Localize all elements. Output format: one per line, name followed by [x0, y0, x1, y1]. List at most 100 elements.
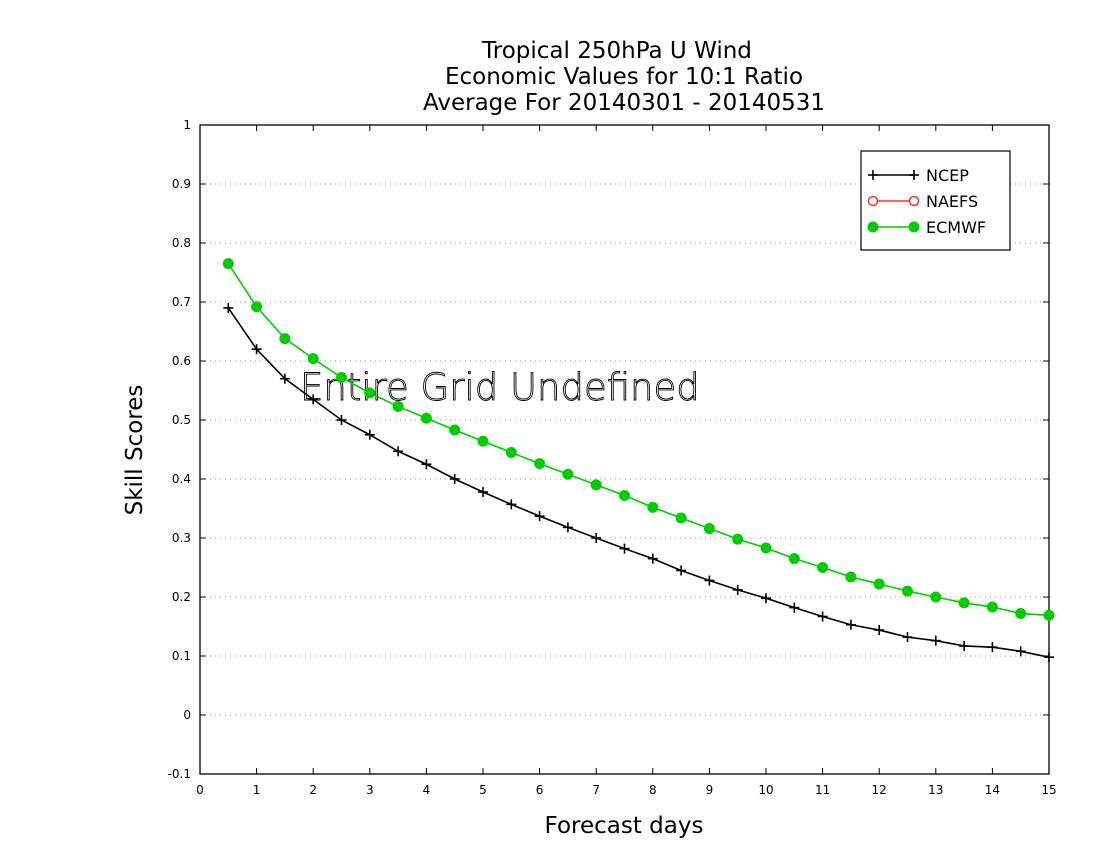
data-point-ecmwf-14	[619, 490, 630, 502]
legend-item-ncep: NCEP	[868, 166, 969, 185]
series-ncep	[223, 302, 1054, 663]
x-tick-label-3: 3	[366, 783, 374, 797]
data-point-ecmwf-16	[675, 512, 687, 524]
data-point-ecmwf-2	[279, 333, 291, 345]
data-point-ncep-6	[393, 446, 404, 457]
data-point-ecmwf-20	[788, 553, 800, 565]
data-point-ecmwf-28	[1015, 608, 1027, 620]
data-point-ecmwf-9	[477, 435, 489, 447]
x-axis-ticks: 0 1 2 3 4 5 6 7 8 9 10 11 12 13 14 15	[196, 125, 1057, 797]
data-point-ecmwf-22	[845, 571, 857, 583]
legend-marker-left-naefs	[867, 195, 879, 207]
y-tick-label-3: 0.2	[172, 590, 191, 604]
data-point-ecmwf-5	[364, 387, 376, 399]
y-tick-label-11: 1	[183, 118, 191, 132]
y-tick-label-7: 0.6	[172, 354, 191, 368]
data-point-ecmwf-4	[336, 372, 347, 384]
x-tick-label-9: 9	[706, 783, 714, 797]
data-point-ecmwf-23	[873, 578, 885, 590]
data-point-ncep-1	[251, 344, 262, 355]
data-point-ncep-7	[421, 459, 432, 470]
x-tick-label-7: 7	[592, 783, 600, 797]
legend-marker-right-naefs	[908, 195, 920, 207]
x-tick-label-10: 10	[758, 783, 773, 797]
chart-title-line-1: Tropical 250hPa U Wind	[481, 38, 752, 64]
plot-frame	[199, 124, 1050, 775]
data-point-ecmwf-0	[222, 258, 234, 270]
legend-item-ecmwf: ECMWF	[867, 218, 986, 237]
x-tick-label-1: 1	[253, 783, 261, 797]
legend-marker-right-ecmwf	[908, 221, 920, 233]
data-point-ncep-15	[647, 553, 658, 564]
chart-title: Tropical 250hPa U Wind Economic Values f…	[423, 38, 825, 116]
y-tick-label-2: 0.1	[172, 649, 191, 663]
data-point-ncep-10	[506, 499, 517, 510]
data-series	[222, 258, 1055, 663]
data-point-ncep-5	[364, 429, 375, 440]
legend-label-ncep: NCEP	[926, 166, 969, 185]
y-tick-label-6: 0.5	[172, 413, 191, 427]
legend-marker-left-ncep	[868, 170, 878, 180]
legend-marker-left-ecmwf	[867, 221, 879, 233]
chart-title-line-3: Average For 20140301 - 20140531	[423, 90, 825, 116]
x-tick-label-15: 15	[1041, 783, 1056, 797]
data-point-ncep-3	[308, 394, 319, 405]
gridlines	[200, 183, 1049, 716]
data-point-ncep-25	[930, 635, 941, 646]
data-point-ecmwf-25	[930, 591, 942, 603]
data-point-ecmwf-17	[703, 523, 715, 535]
data-point-ecmwf-27	[986, 601, 998, 613]
legend: NCEP NAEFS ECMWF	[860, 150, 1011, 251]
data-point-ecmwf-24	[902, 585, 913, 597]
legend-label-naefs: NAEFS	[926, 192, 978, 211]
data-point-ecmwf-12	[562, 468, 574, 480]
data-point-ncep-28	[1015, 646, 1026, 657]
data-point-ncep-12	[562, 522, 573, 533]
x-tick-label-8: 8	[649, 783, 657, 797]
data-point-ecmwf-6	[392, 400, 404, 412]
data-point-ecmwf-18	[732, 533, 744, 545]
data-point-ecmwf-29	[1043, 609, 1055, 621]
x-tick-label-5: 5	[479, 783, 487, 797]
series-line-ecmwf	[227, 263, 1050, 617]
data-point-ecmwf-11	[534, 458, 546, 470]
legend-label-ecmwf: ECMWF	[926, 218, 986, 237]
data-point-ecmwf-19	[760, 542, 772, 554]
data-point-ncep-24	[902, 632, 913, 643]
annotation-text: Entire Grid Undefined	[300, 366, 700, 409]
data-point-ncep-0	[223, 302, 234, 313]
legend-item-naefs: NAEFS	[867, 192, 978, 211]
legend-marker-right-ncep	[909, 170, 919, 180]
x-tick-label-0: 0	[196, 783, 204, 797]
data-point-ncep-29	[1044, 652, 1054, 663]
data-point-ncep-20	[789, 602, 800, 613]
y-tick-label-10: 0.9	[172, 177, 191, 191]
x-tick-label-14: 14	[985, 783, 1000, 797]
data-point-ncep-19	[761, 593, 771, 604]
data-point-ncep-11	[534, 511, 545, 522]
data-point-ecmwf-26	[958, 597, 970, 609]
x-tick-label-11: 11	[815, 783, 830, 797]
data-point-ncep-26	[959, 640, 970, 651]
data-point-ncep-14	[619, 543, 630, 554]
y-tick-label-8: 0.7	[172, 295, 191, 309]
x-axis-label: Forecast days	[545, 813, 704, 839]
series-ecmwf	[222, 258, 1055, 621]
data-point-ecmwf-10	[505, 446, 517, 458]
data-point-ncep-4	[336, 415, 347, 425]
data-point-ncep-17	[704, 575, 715, 586]
data-point-ncep-18	[732, 584, 743, 595]
data-point-ncep-21	[817, 611, 828, 622]
data-point-ecmwf-7	[420, 412, 432, 424]
data-point-ecmwf-15	[647, 501, 659, 513]
y-axis-ticks: -0.1 0 0.1 0.2 0.3 0.4 0.5 0.6 0.7 0.8 0.9 1	[168, 118, 1049, 781]
y-tick-label-1: 0	[183, 708, 191, 722]
y-tick-label-9: 0.8	[172, 236, 191, 250]
y-tick-label-0: -0.1	[168, 767, 191, 781]
y-tick-label-4: 0.3	[172, 531, 191, 545]
data-point-ncep-23	[874, 625, 885, 636]
x-tick-label-2: 2	[309, 783, 317, 797]
data-point-ncep-2	[279, 373, 290, 384]
series-line-ncep	[227, 307, 1050, 658]
